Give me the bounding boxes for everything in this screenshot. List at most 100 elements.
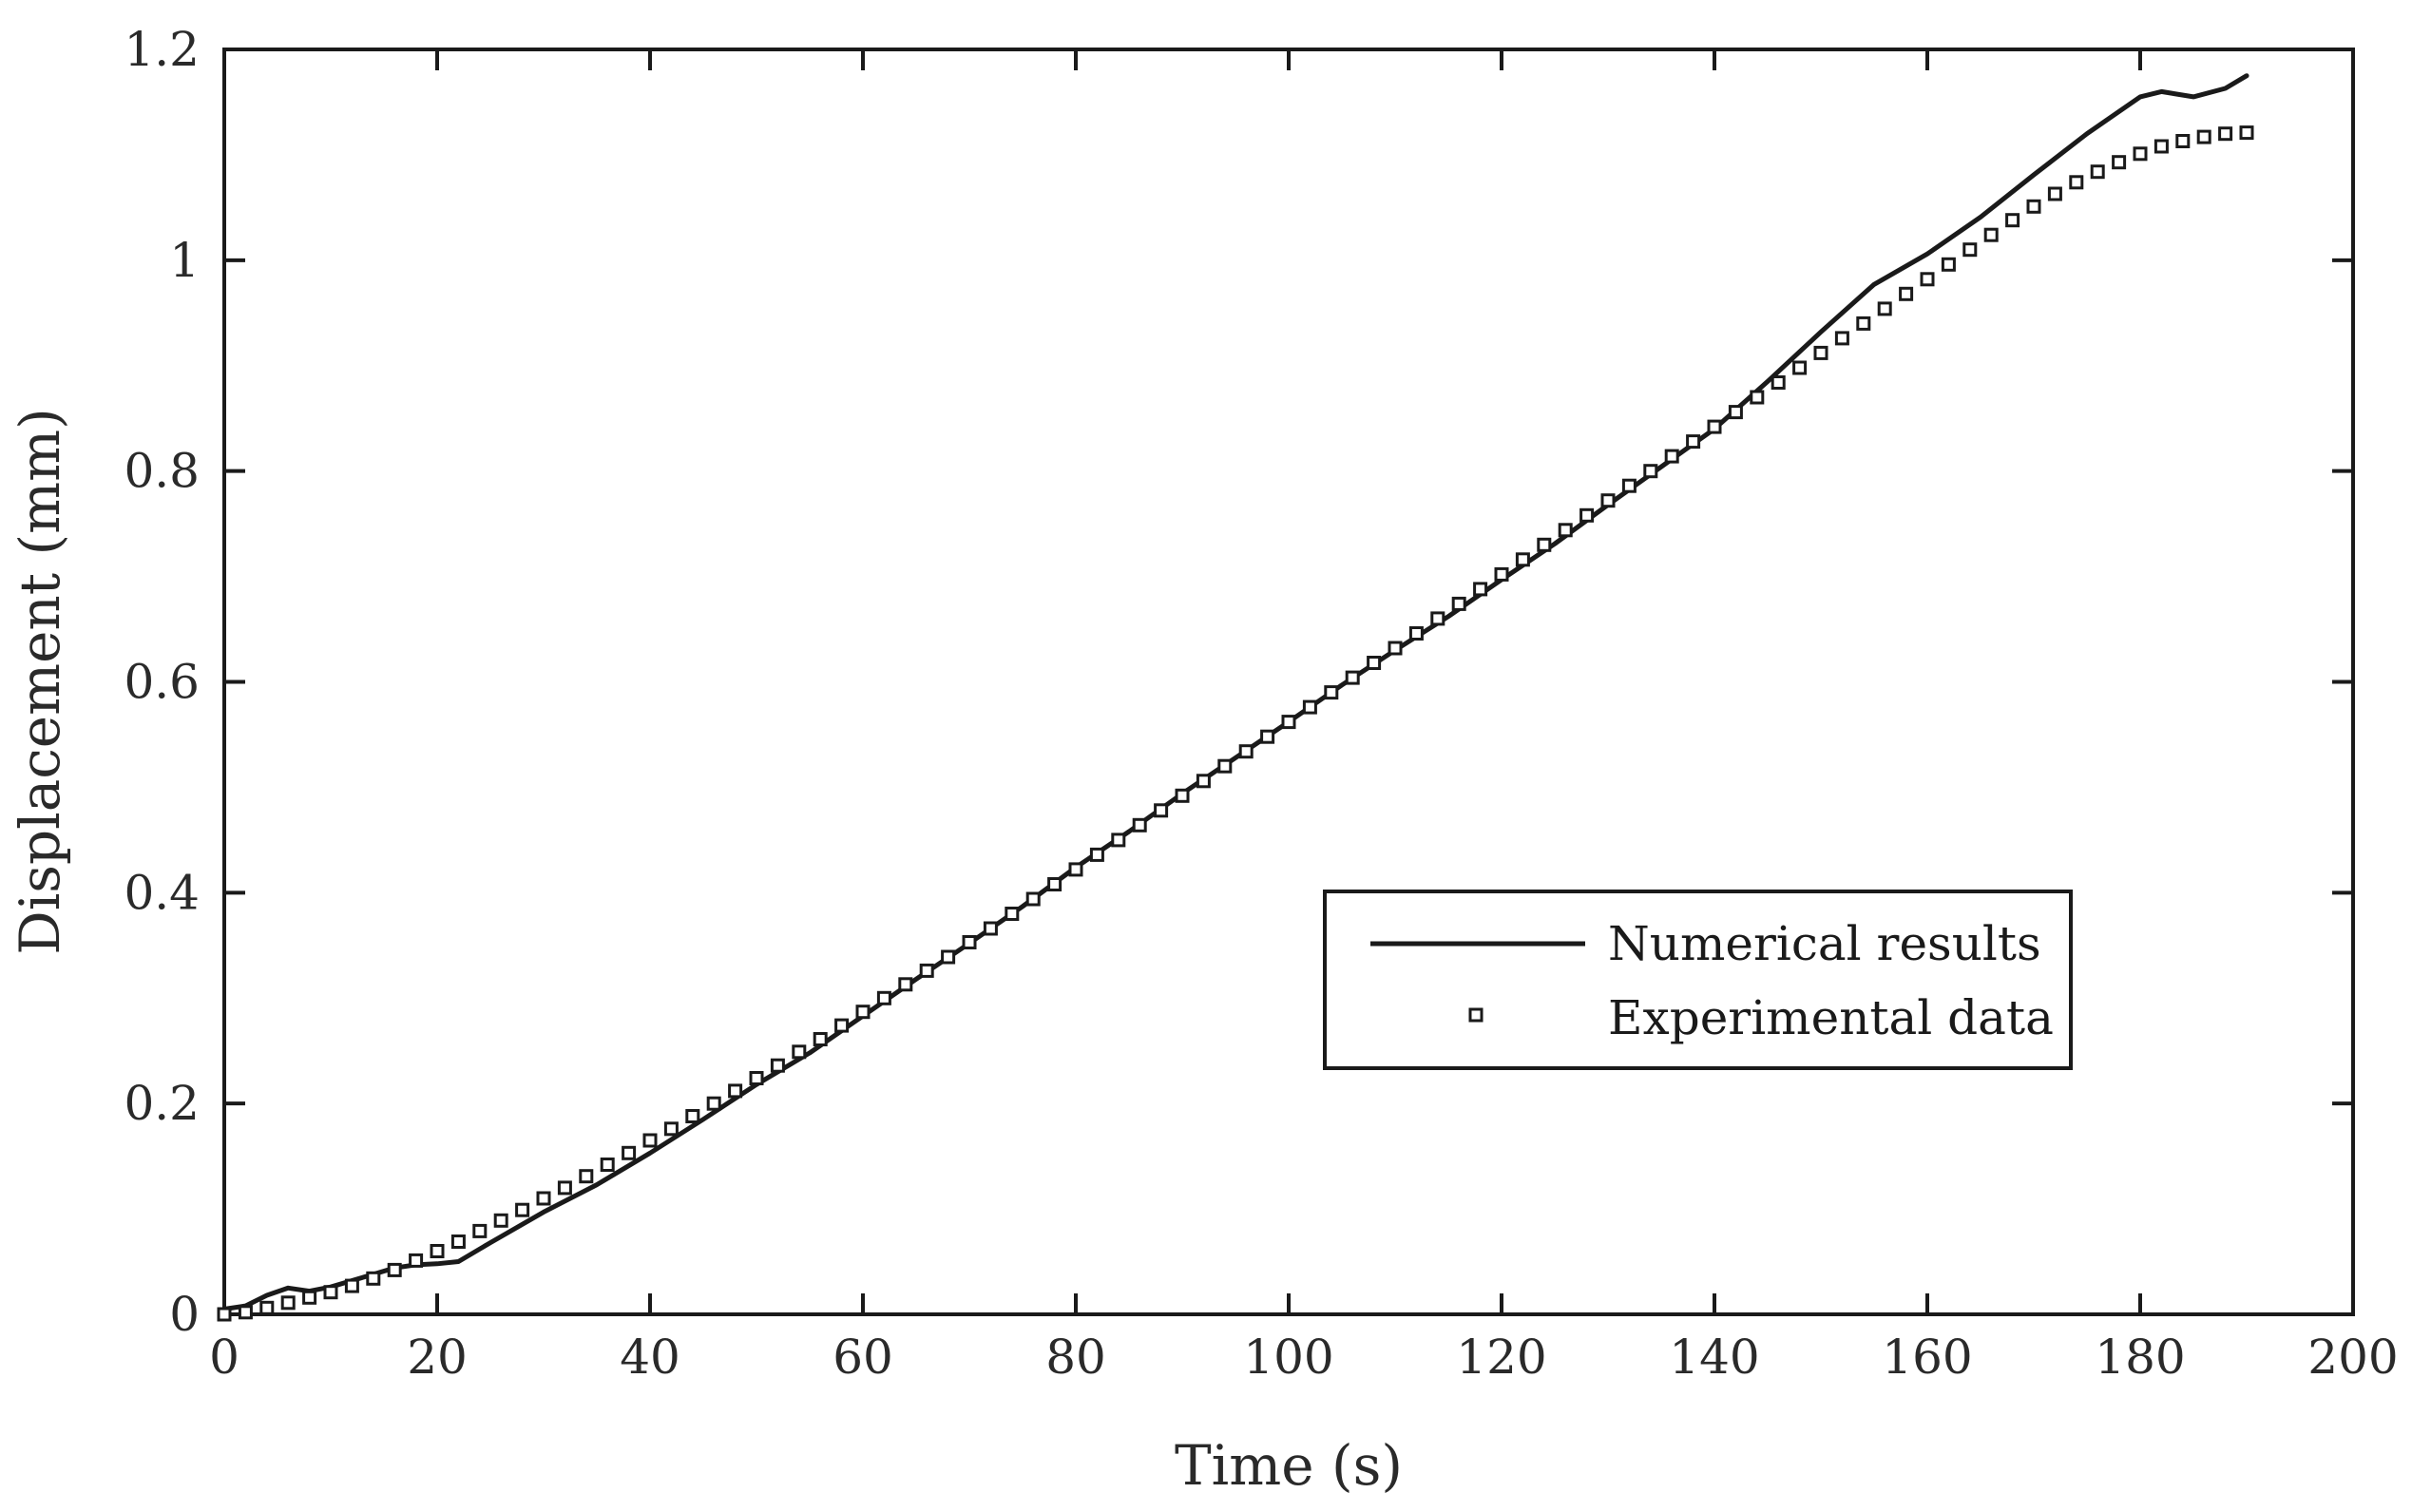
data-point-marker [1728, 405, 1743, 420]
data-point-marker [238, 1305, 253, 1320]
data-point-marker [2112, 155, 2127, 170]
x-tick-label: 60 [833, 1330, 893, 1385]
y-tick-label: 0.6 [124, 655, 200, 710]
data-point-marker [2069, 175, 2084, 190]
data-point-marker [1643, 464, 1658, 479]
data-point-marker [642, 1133, 658, 1148]
data-point-marker [1324, 685, 1339, 700]
data-point-marker [834, 1018, 850, 1033]
data-point-marker [1068, 862, 1083, 877]
data-point-marker [1792, 360, 1808, 375]
data-point-marker [1750, 390, 1765, 405]
data-point-marker [1686, 434, 1701, 450]
data-point-marker [770, 1058, 785, 1073]
data-point-marker [1345, 670, 1360, 685]
data-point-marker [706, 1096, 721, 1111]
data-point-marker [450, 1234, 466, 1249]
data-point-marker [1260, 729, 1275, 744]
data-point-marker [898, 977, 913, 992]
data-point-marker [1707, 419, 1722, 434]
data-point-marker [962, 935, 977, 949]
data-point-marker [2239, 125, 2254, 141]
data-point-marker [409, 1253, 424, 1268]
data-point-marker [1238, 744, 1254, 759]
data-point-marker [280, 1295, 296, 1311]
data-point-marker [515, 1202, 530, 1217]
data-point-marker [2005, 213, 2020, 228]
y-tick-label: 0.8 [124, 444, 200, 499]
data-point-marker [813, 1032, 828, 1046]
data-point-marker [1962, 242, 1978, 258]
data-point-marker [1408, 626, 1424, 641]
data-point-marker [2218, 126, 2233, 142]
data-point-marker [2175, 134, 2191, 148]
legend-label-numerical: Numerical results [1608, 916, 2041, 971]
data-point-marker [1430, 611, 1445, 626]
data-point-marker [1621, 478, 1637, 493]
data-point-marker [1600, 493, 1616, 508]
y-tick-label: 0.4 [124, 865, 200, 920]
data-point-marker [302, 1290, 317, 1305]
data-point-marker [1899, 286, 1914, 301]
data-point-marker [344, 1278, 359, 1293]
data-point-marker [1281, 715, 1296, 730]
data-point-marker [387, 1262, 402, 1277]
data-point-marker [1005, 907, 1020, 921]
data-point-marker [2047, 186, 2062, 201]
data-point-marker [1494, 566, 1509, 582]
y-tick-label: 1 [169, 233, 200, 288]
data-point-marker [1664, 449, 1679, 464]
data-point-marker [1515, 552, 1530, 567]
data-point-marker [1473, 582, 1488, 597]
data-point-marker [1983, 227, 1999, 242]
x-tick-label: 200 [2307, 1330, 2398, 1385]
data-point-marker [1132, 817, 1147, 833]
data-point-marker [1388, 641, 1403, 656]
x-tick-label: 120 [1456, 1330, 1546, 1385]
series-markers-experimental-data [217, 125, 2254, 1322]
data-point-marker [2133, 146, 2148, 162]
y-tick-label: 0 [169, 1287, 200, 1342]
data-point-marker [579, 1169, 594, 1184]
legend-swatch-experimental [1468, 1007, 1484, 1023]
data-point-marker [217, 1307, 232, 1322]
data-point-marker [1579, 507, 1595, 523]
x-tick-label: 40 [620, 1330, 680, 1385]
data-point-marker [1154, 803, 1169, 818]
x-axis-label: Time (s) [1175, 1433, 1403, 1498]
data-point-marker [1537, 537, 1552, 552]
data-point-marker [1834, 331, 1849, 346]
data-point-marker [2090, 164, 2105, 180]
data-point-marker [536, 1191, 551, 1206]
legend-label-experimental: Experimental data [1608, 990, 2054, 1045]
legend-box [1323, 890, 2073, 1070]
data-point-marker [600, 1158, 615, 1172]
data-point-marker [728, 1083, 743, 1099]
data-point-marker [876, 990, 891, 1005]
data-point-marker [622, 1145, 637, 1160]
data-point-marker [1196, 774, 1211, 789]
data-point-marker [1771, 375, 1786, 390]
data-point-marker [1175, 788, 1190, 803]
y-tick-label: 1.2 [124, 22, 200, 77]
data-point-marker [1111, 833, 1126, 848]
data-point-marker [1367, 656, 1382, 670]
data-point-marker [1451, 596, 1466, 611]
data-point-marker [749, 1071, 764, 1085]
x-tick-label: 100 [1243, 1330, 1333, 1385]
x-tick-label: 0 [209, 1330, 239, 1385]
data-point-marker [1302, 699, 1317, 715]
y-tick-label: 0.2 [124, 1076, 200, 1131]
plot-frame [222, 48, 2355, 1316]
series-layer [217, 73, 2254, 1322]
data-point-marker [1217, 758, 1233, 774]
data-point-marker [663, 1121, 679, 1137]
data-point-marker [2026, 199, 2041, 214]
data-point-marker [493, 1213, 508, 1228]
data-point-marker [430, 1244, 445, 1258]
data-point-marker [2196, 129, 2211, 144]
data-point-marker [1941, 257, 1956, 272]
data-point-marker [259, 1300, 275, 1315]
data-point-marker [323, 1285, 338, 1300]
data-point-marker [855, 1005, 871, 1020]
